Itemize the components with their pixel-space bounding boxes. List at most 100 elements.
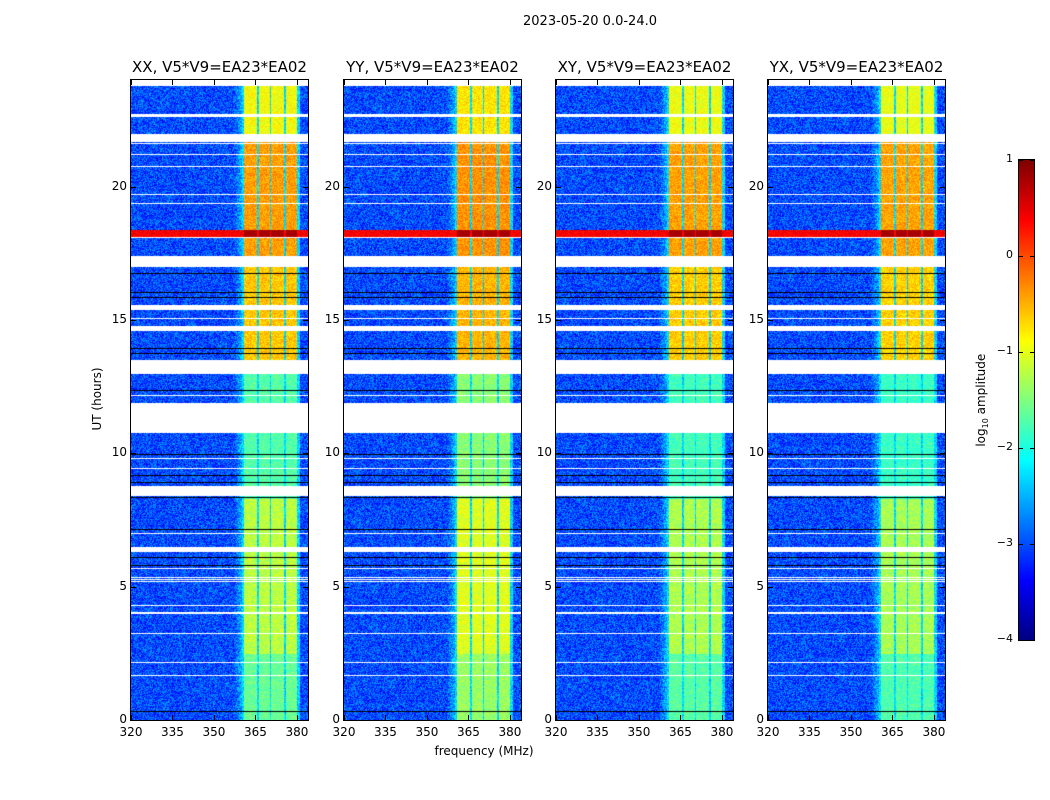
x-tick [468, 80, 470, 85]
y-tick [516, 186, 521, 188]
x-tick-label: 365 [669, 725, 692, 739]
spectrogram-panel [343, 79, 522, 721]
colorbar-tick [1030, 448, 1034, 449]
spectrogram-panel [555, 79, 734, 721]
x-tick-label: 350 [415, 725, 439, 739]
x-tick-label: 335 [798, 725, 821, 739]
x-tick [933, 715, 935, 720]
y-tick [131, 586, 136, 588]
y-tick [556, 453, 561, 455]
x-tick [892, 80, 894, 85]
y-tick [344, 186, 349, 188]
x-tick [213, 80, 215, 85]
x-axis-label: frequency (MHz) [434, 744, 534, 758]
x-tick [680, 80, 682, 85]
y-tick-label: 20 [324, 178, 340, 193]
x-tick [597, 715, 599, 720]
x-tick [385, 715, 387, 720]
spectrogram-image [556, 80, 733, 720]
x-tick-label: 380 [285, 725, 309, 739]
x-tick [385, 80, 387, 85]
colorbar-tick-label: 0 [1006, 248, 1013, 261]
y-tick-label: 15 [324, 312, 340, 326]
x-tick [638, 80, 640, 85]
y-tick [344, 320, 349, 321]
x-tick-label: 320 [119, 725, 143, 739]
x-tick [556, 80, 557, 85]
y-tick [516, 320, 521, 321]
x-tick [509, 80, 511, 85]
x-tick [768, 80, 769, 85]
y-tick [768, 586, 773, 588]
x-tick [721, 80, 723, 85]
x-tick [850, 715, 852, 720]
x-tick [296, 715, 298, 720]
colorbar-tick [1030, 352, 1034, 353]
x-tick [172, 80, 174, 85]
y-tick-label: 10 [536, 445, 552, 460]
y-tick [303, 320, 308, 321]
x-tick [172, 715, 174, 720]
y-tick-label: 0 [756, 712, 764, 726]
x-tick [131, 715, 132, 720]
x-tick [809, 80, 811, 85]
colorbar-tick [1030, 640, 1034, 641]
x-tick [933, 80, 935, 85]
x-tick [850, 80, 852, 85]
y-tick [768, 320, 773, 321]
colorbar-label-sub: 10 [981, 418, 991, 429]
y-tick [516, 453, 521, 455]
x-tick [556, 715, 557, 720]
x-tick [131, 80, 132, 85]
y-tick [303, 720, 308, 721]
x-tick [638, 715, 640, 720]
colorbar-tick [1019, 352, 1023, 353]
x-tick [426, 715, 428, 720]
x-tick [721, 715, 723, 720]
x-tick [680, 715, 682, 720]
spectrogram-panel [767, 79, 946, 721]
colorbar-tick-label: −1 [996, 344, 1013, 357]
x-tick [597, 80, 599, 85]
y-tick-label: 15 [111, 312, 127, 326]
x-tick [344, 80, 345, 85]
y-tick [728, 586, 733, 588]
figure-title: 2023-05-20 0.0-24.0 [523, 14, 657, 29]
y-tick [516, 720, 521, 721]
panel-title: XX, V5*V9=EA23*EA02 [132, 58, 307, 76]
y-tick [303, 186, 308, 188]
panel-title: XY, V5*V9=EA23*EA02 [557, 58, 732, 76]
y-tick [516, 586, 521, 588]
y-tick [940, 453, 945, 455]
y-tick [556, 586, 561, 588]
x-tick-label: 320 [332, 725, 356, 739]
y-tick-label: 15 [536, 312, 552, 326]
spectrogram-image [768, 80, 945, 720]
x-tick [809, 715, 811, 720]
x-tick [768, 715, 769, 720]
panel-title: YX, V5*V9=EA23*EA02 [769, 58, 944, 76]
x-tick [426, 80, 428, 85]
spectrogram-image [131, 80, 308, 720]
y-tick [344, 720, 349, 721]
colorbar-tick [1019, 640, 1023, 641]
x-tick [255, 715, 257, 720]
colorbar-tick [1030, 160, 1034, 161]
y-tick-label: 0 [119, 712, 127, 726]
y-tick [303, 453, 308, 455]
x-tick-label: 350 [202, 725, 226, 739]
colorbar-tick [1019, 448, 1023, 449]
x-tick [344, 715, 345, 720]
x-tick-label: 380 [710, 725, 734, 739]
spectrogram-panel [130, 79, 309, 721]
colorbar-tick [1019, 544, 1023, 545]
y-tick [556, 320, 561, 321]
x-tick-label: 365 [244, 725, 267, 739]
x-tick-label: 365 [457, 725, 480, 739]
x-tick-label: 380 [922, 725, 946, 739]
y-tick [728, 320, 733, 321]
y-tick-label: 15 [748, 312, 764, 326]
colorbar-tick [1030, 544, 1034, 545]
y-tick [131, 453, 136, 455]
y-tick [344, 586, 349, 588]
